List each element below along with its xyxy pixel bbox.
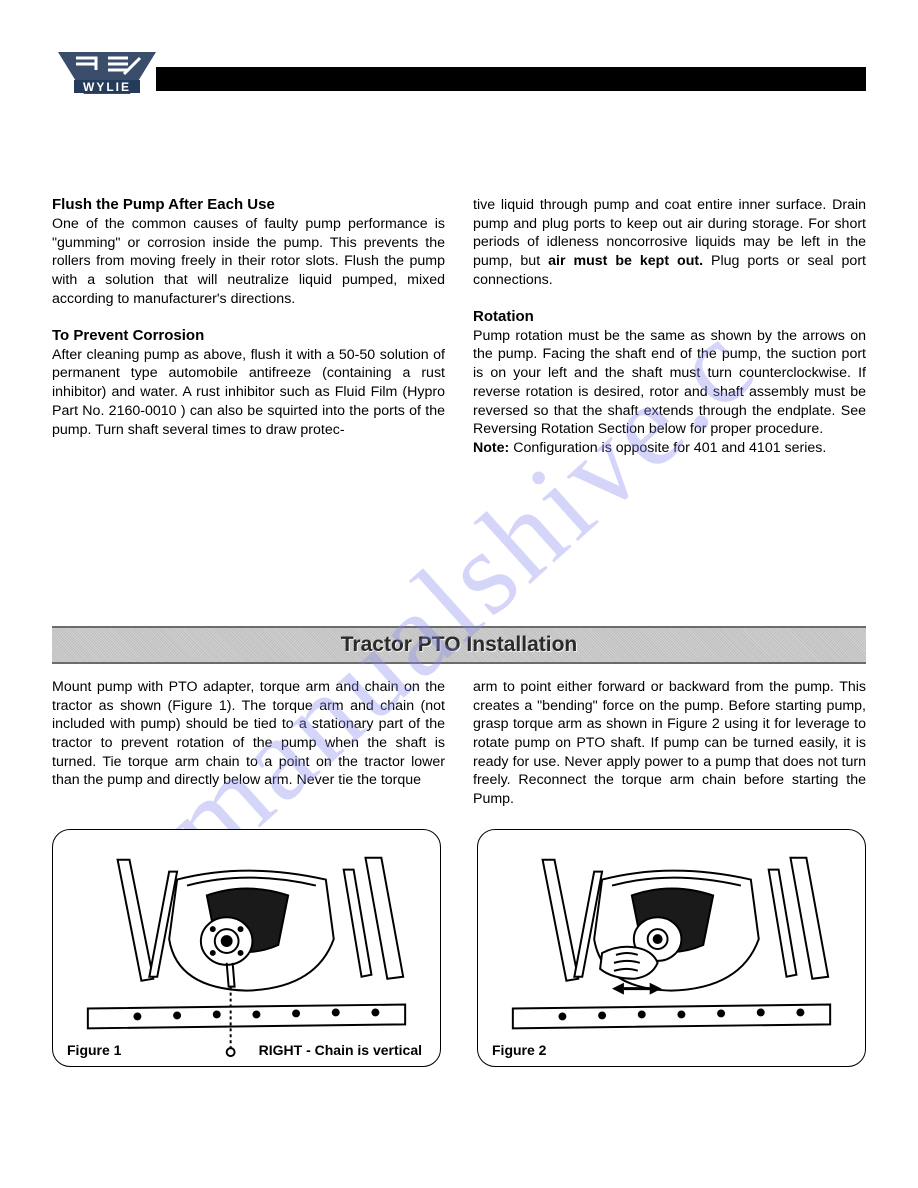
- figure-1-label: Figure 1: [67, 1042, 121, 1058]
- figure-1: Figure 1 RIGHT - Chain is vertical: [52, 829, 441, 1067]
- section-right-column: arm to point either forward or backward …: [473, 678, 866, 809]
- section-banner: Tractor PTO Installation: [52, 626, 866, 664]
- top-left-column: Flush the Pump After Each Use One of the…: [52, 196, 445, 458]
- figure-2-label: Figure 2: [492, 1042, 546, 1058]
- heading-corrosion: To Prevent Corrosion: [52, 327, 445, 344]
- heading-flush: Flush the Pump After Each Use: [52, 196, 445, 213]
- section-right-para: arm to point either forward or backward …: [473, 678, 866, 809]
- section-text-columns: Mount pump with PTO adapter, torque arm …: [52, 678, 866, 809]
- top-text-columns: Flush the Pump After Each Use One of the…: [52, 196, 866, 458]
- para-rotation-body: Pump rotation must be the same as shown …: [473, 328, 866, 438]
- para-rotation: Pump rotation must be the same as shown …: [473, 327, 866, 458]
- section-left-para: Mount pump with PTO adapter, torque arm …: [52, 678, 445, 790]
- para-rotation-note-label: Note:: [473, 440, 509, 456]
- para-rotation-note: Configuration is opposite for 401 and 41…: [509, 440, 826, 456]
- figure-1-right-caption: RIGHT - Chain is vertical: [259, 1042, 422, 1058]
- section-title: Tractor PTO Installation: [341, 633, 578, 657]
- figure-2: Figure 2: [477, 829, 866, 1067]
- heading-rotation: Rotation: [473, 308, 866, 325]
- figure-2-illustration: [478, 830, 865, 1066]
- figure-1-illustration: [53, 830, 440, 1066]
- figures-row: Figure 1 RIGHT - Chain is vertical: [52, 829, 866, 1067]
- para-flush: One of the common causes of faulty pump …: [52, 215, 445, 309]
- brand-logo: WYLIE: [52, 50, 162, 106]
- page-header: WYLIE: [52, 50, 866, 106]
- para-continued-bold: air must be kept out.: [548, 253, 703, 269]
- para-corrosion: After cleaning pump as above, flush it w…: [52, 346, 445, 440]
- top-right-column: tive liquid through pump and coat entire…: [473, 196, 866, 458]
- section-left-column: Mount pump with PTO adapter, torque arm …: [52, 678, 445, 809]
- logo-brand-text: WYLIE: [83, 80, 131, 94]
- para-continued: tive liquid through pump and coat entire…: [473, 196, 866, 290]
- header-black-bar: [156, 67, 866, 91]
